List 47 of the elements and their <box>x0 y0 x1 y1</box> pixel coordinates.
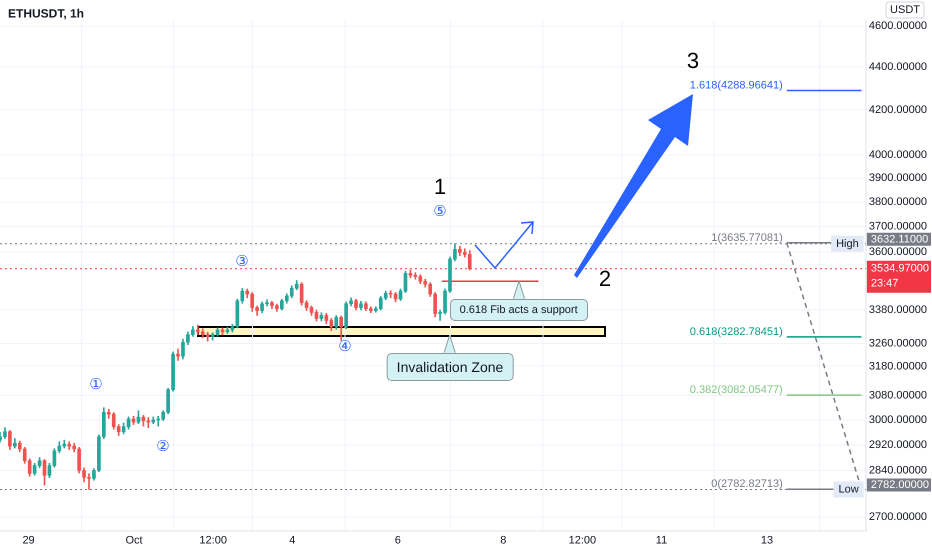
annotation: Invalidation Zone <box>386 353 514 381</box>
y-tick-label: 3800.00000 <box>868 196 928 208</box>
y-tick-label: 2920.00000 <box>868 438 928 451</box>
y-tick-label: 2700.00000 <box>868 511 928 524</box>
x-tick-label: 12:00 <box>199 534 227 546</box>
series-label: 1.618(4288.96641) <box>690 80 783 92</box>
annotation: ⑤ <box>433 202 447 220</box>
y-tick-label: 3600.00000 <box>868 246 928 258</box>
y-axis-title: USDT <box>890 4 920 16</box>
x-tick-label: 4 <box>289 534 296 546</box>
x-tick-label: Oct <box>125 534 143 546</box>
y-tick-label: 3000.00000 <box>868 414 928 426</box>
x-tick-label: 6 <box>394 534 401 546</box>
y-tick-label: 2840.00000 <box>868 464 928 476</box>
annotation: 3 <box>686 48 700 74</box>
annotation: Low <box>838 484 859 496</box>
annotation: High <box>836 238 859 250</box>
x-tick-label: 8 <box>500 534 506 546</box>
annotation: ④ <box>338 336 352 355</box>
y-tick-label: 3260.00000 <box>868 337 928 350</box>
annotation: 0.618 Fib acts a support <box>450 299 588 322</box>
x-tick-label: 11 <box>656 534 668 546</box>
x-tick-label: 12:00 <box>568 534 596 546</box>
annotation: ③ <box>235 252 249 270</box>
y-tick-label: 3080.00000 <box>868 390 928 402</box>
ref-line-label: 2782.00000 <box>870 479 930 491</box>
annotation: ① <box>89 374 103 393</box>
ref-line-label: 3534.97000 23:47 <box>870 262 930 290</box>
y-tick-label: 4600.00000 <box>868 20 928 32</box>
x-tick-label: 13 <box>760 534 774 546</box>
y-tick-label: 3180.00000 <box>868 360 928 372</box>
series-label: 0.618(3282.78451) <box>690 326 783 338</box>
annotation: ② <box>156 436 170 455</box>
series-label: 1(3635.77081) <box>711 232 783 244</box>
y-tick-label: 4000.00000 <box>868 148 928 161</box>
y-tick-label: 3380.00000 <box>868 304 928 316</box>
y-tick-label: 4200.00000 <box>868 104 928 116</box>
annotation: 1 <box>434 174 446 200</box>
chart-title: ETHUSDT, 1h <box>8 6 84 20</box>
series-label: 0(2782.82713) <box>711 478 783 490</box>
annotation: 2 <box>598 266 612 292</box>
ref-line-label: 3632.11000 <box>870 233 928 246</box>
y-tick-label: 3700.00000 <box>868 220 928 233</box>
y-tick-label: 4400.00000 <box>868 60 928 73</box>
x-tick-label: 29 <box>22 534 35 546</box>
y-tick-label: 3900.00000 <box>868 172 928 184</box>
series-label: 0.382(3082.05477) <box>690 384 783 396</box>
